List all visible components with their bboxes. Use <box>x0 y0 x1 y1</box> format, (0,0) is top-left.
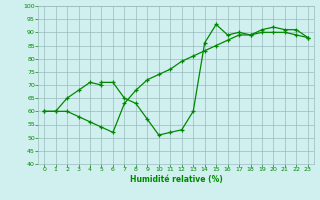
X-axis label: Humidité relative (%): Humidité relative (%) <box>130 175 222 184</box>
